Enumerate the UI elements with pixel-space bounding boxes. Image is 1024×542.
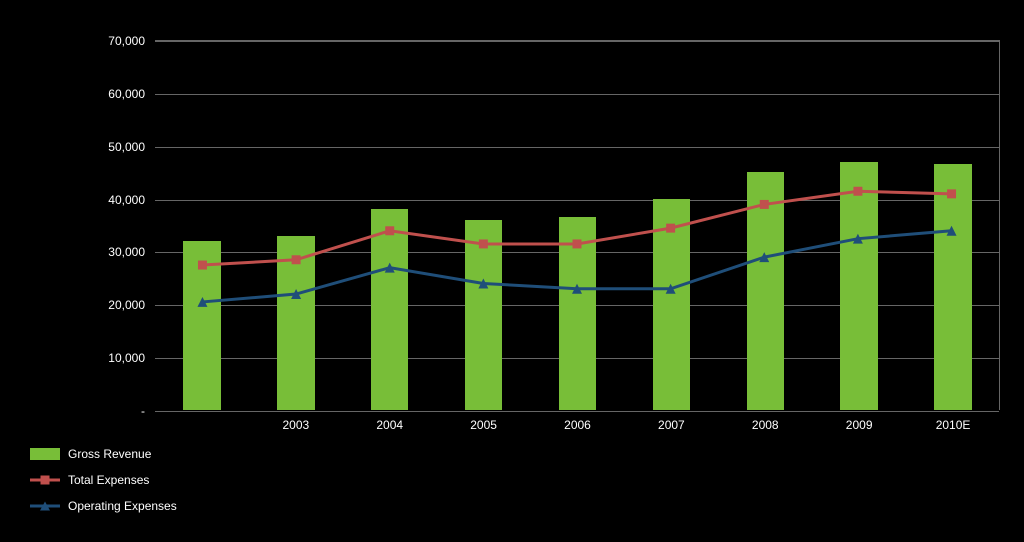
- legend-swatch-triangle-line-icon: [30, 500, 60, 512]
- x-axis-label: 2004: [376, 418, 403, 432]
- legend-label: Gross Revenue: [68, 447, 151, 461]
- y-axis-label: -: [85, 404, 145, 418]
- x-axis-label: 2009: [846, 418, 873, 432]
- square-marker-icon: [198, 261, 207, 270]
- line-layer: [155, 41, 999, 410]
- square-marker-icon: [479, 239, 488, 248]
- square-marker-icon: [947, 189, 956, 198]
- y-axis-label: 50,000: [85, 140, 145, 154]
- legend-label: Total Expenses: [68, 473, 149, 487]
- y-axis-label: 20,000: [85, 298, 145, 312]
- legend-item-operating-expenses: Operating Expenses: [30, 496, 177, 516]
- legend: Gross Revenue Total Expenses Operating E…: [30, 444, 177, 522]
- legend-swatch-square-line-icon: [30, 474, 60, 486]
- square-marker-icon: [292, 255, 301, 264]
- y-axis-label: 10,000: [85, 351, 145, 365]
- y-axis-label: 70,000: [85, 34, 145, 48]
- gridline: [155, 411, 999, 412]
- x-axis-label: 2006: [564, 418, 591, 432]
- x-axis-label: 2008: [752, 418, 779, 432]
- y-axis-label: 30,000: [85, 245, 145, 259]
- square-marker-icon: [760, 200, 769, 209]
- legend-item-gross-revenue: Gross Revenue: [30, 444, 177, 464]
- square-marker-icon: [385, 226, 394, 235]
- y-axis-label: 60,000: [85, 87, 145, 101]
- legend-swatch-bar-icon: [30, 448, 60, 460]
- square-marker-icon: [853, 187, 862, 196]
- y-axis-label: 40,000: [85, 193, 145, 207]
- x-axis-label: 2010E: [936, 418, 971, 432]
- x-axis-label: 2005: [470, 418, 497, 432]
- plot-area: -10,00020,00030,00040,00050,00060,00070,…: [155, 40, 1000, 410]
- chart-container: - 10,000 20,000 30,000 40,000 50,000 60,000 70,…: [10, 10, 1014, 532]
- legend-label: Operating Expenses: [68, 499, 177, 513]
- x-axis-label: 2003: [282, 418, 309, 432]
- square-marker-icon: [666, 224, 675, 233]
- square-marker-icon: [573, 239, 582, 248]
- legend-item-total-expenses: Total Expenses: [30, 470, 177, 490]
- series-line: [202, 191, 951, 265]
- x-axis-label: 2007: [658, 418, 685, 432]
